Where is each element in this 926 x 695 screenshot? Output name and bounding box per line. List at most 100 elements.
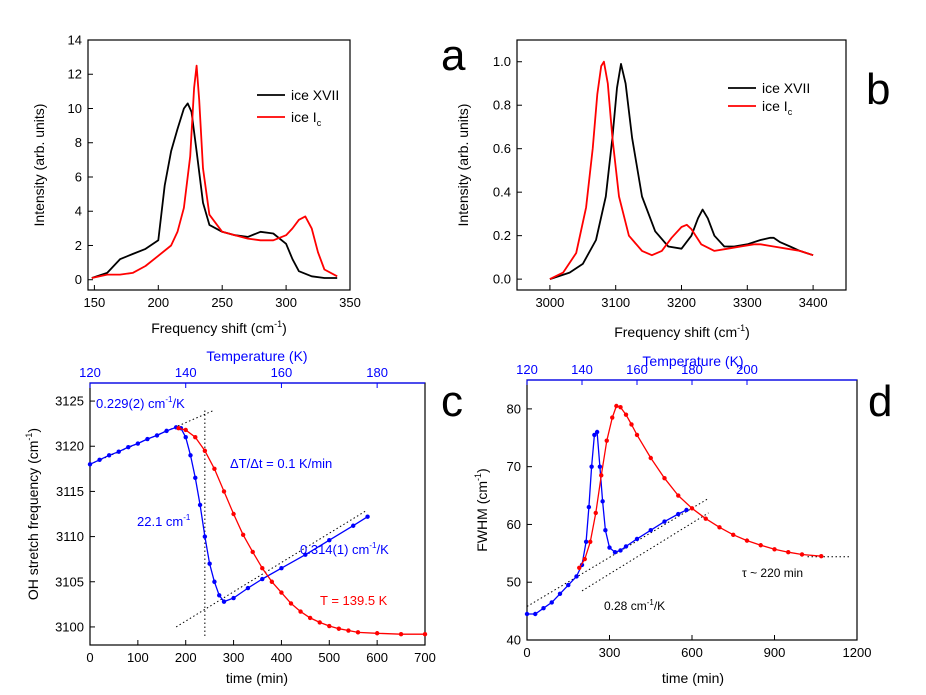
data-point: [524, 611, 530, 617]
data-point: [786, 549, 791, 555]
data-point: [106, 453, 112, 458]
data-point: [703, 516, 708, 521]
data-point: [618, 548, 623, 553]
data-point: [307, 615, 313, 621]
top-axis-label: Temperature (K): [206, 348, 307, 364]
data-point: [398, 631, 404, 637]
annotation-heating-rate: ΔT/Δt = 0.1 K/min: [230, 456, 332, 471]
y-tick-label: 0.4: [493, 185, 511, 200]
y-axis-label: Intensity (arb. units): [31, 104, 47, 227]
data-point: [799, 552, 805, 557]
data-point: [240, 532, 246, 537]
data-point: [689, 506, 695, 511]
annotation-drop: 22.1 cm-1: [137, 513, 191, 529]
data-point: [217, 593, 222, 598]
data-point: [648, 455, 653, 461]
data-point: [202, 534, 208, 539]
data-point: [351, 523, 356, 528]
y-tick-label: 6: [75, 169, 82, 184]
y-tick-label: 8: [75, 135, 82, 150]
top-tick-label: 160: [271, 365, 293, 380]
data-point: [592, 432, 597, 438]
x-tick-label: 1200: [843, 645, 872, 660]
data-point: [193, 475, 198, 481]
data-point: [298, 609, 303, 614]
top-tick-label: 140: [175, 365, 197, 380]
top-tick-label: 180: [681, 362, 703, 377]
data-point: [676, 511, 681, 517]
y-tick-label: 14: [68, 33, 82, 48]
x-tick-label: 0: [523, 645, 530, 660]
x-tick-label: 3000: [535, 295, 564, 310]
x-tick-label: 400: [271, 650, 293, 665]
guide-line: [581, 512, 709, 592]
data-point: [97, 457, 102, 462]
annotation-slope-high: 0.314(1) cm-1/K: [300, 541, 389, 557]
legend-label-ice-ic: ice Ic: [291, 109, 322, 128]
plot-frame: [87, 39, 351, 291]
data-point: [614, 403, 619, 409]
top-tick-label: 180: [366, 365, 388, 380]
series-line-ice-ic: [549, 60, 814, 280]
panel-label: c: [441, 377, 463, 426]
data-point: [212, 466, 217, 472]
y-tick-label: 0: [75, 272, 82, 287]
x-tick-label: 600: [681, 645, 703, 660]
data-point: [207, 561, 212, 566]
x-tick-label: 300: [275, 295, 297, 310]
data-point: [317, 620, 322, 625]
series-line-heating: [89, 426, 368, 603]
data-point: [566, 582, 571, 588]
data-point: [557, 591, 563, 596]
data-point: [676, 493, 681, 498]
data-point: [327, 623, 332, 629]
y-tick-label: 3125: [55, 394, 84, 409]
data-point: [303, 552, 308, 557]
x-axis-label: Frequency shift (cm-1): [614, 323, 750, 340]
data-point: [145, 436, 150, 442]
data-point: [193, 435, 198, 440]
data-point: [116, 449, 121, 454]
data-point: [819, 554, 824, 559]
data-point: [623, 412, 629, 417]
data-point: [212, 579, 217, 584]
y-tick-label: 3115: [56, 484, 84, 499]
data-point: [607, 545, 612, 550]
data-point: [250, 549, 255, 555]
data-point: [183, 427, 188, 433]
data-point: [336, 626, 342, 631]
guide-line: [89, 409, 215, 465]
plot-area: [91, 64, 338, 279]
series-line-annealing: [578, 405, 822, 569]
top-tick-label: 200: [736, 362, 758, 377]
data-point: [279, 590, 284, 595]
x-tick-label: 150: [84, 295, 106, 310]
series-line-ice-ic: [91, 64, 338, 279]
x-tick-label: 600: [366, 650, 388, 665]
data-point: [176, 425, 181, 431]
top-axis: 120 140 160 180: [79, 365, 388, 388]
panel-a: 150 200 250 300 350 0 2 4 6 8 10 12 14 Frequency sh…: [31, 31, 466, 336]
data-point: [154, 433, 160, 438]
data-point: [629, 422, 634, 427]
data-point: [197, 502, 203, 508]
data-point: [618, 404, 623, 410]
data-point: [648, 528, 653, 533]
data-point: [365, 514, 370, 519]
data-point: [597, 464, 603, 469]
annotation-slope: 0.28 cm-1/K: [604, 598, 665, 613]
x-axis: 3000 3100 3200 3300 3400: [535, 285, 828, 310]
data-point: [87, 462, 93, 467]
data-point: [221, 599, 227, 604]
data-point: [231, 595, 236, 601]
data-point: [288, 601, 294, 606]
y-tick-label: 0.2: [493, 228, 511, 243]
x-tick-label: 3400: [799, 295, 828, 310]
data-point: [245, 585, 251, 591]
top-axis: 120 140 160 180 200: [516, 362, 758, 385]
data-point: [662, 519, 667, 524]
data-point: [599, 473, 604, 478]
x-tick-label: 3200: [667, 295, 696, 310]
data-point: [582, 556, 587, 562]
y-axis-label: FWHM (cm-1): [473, 468, 490, 551]
